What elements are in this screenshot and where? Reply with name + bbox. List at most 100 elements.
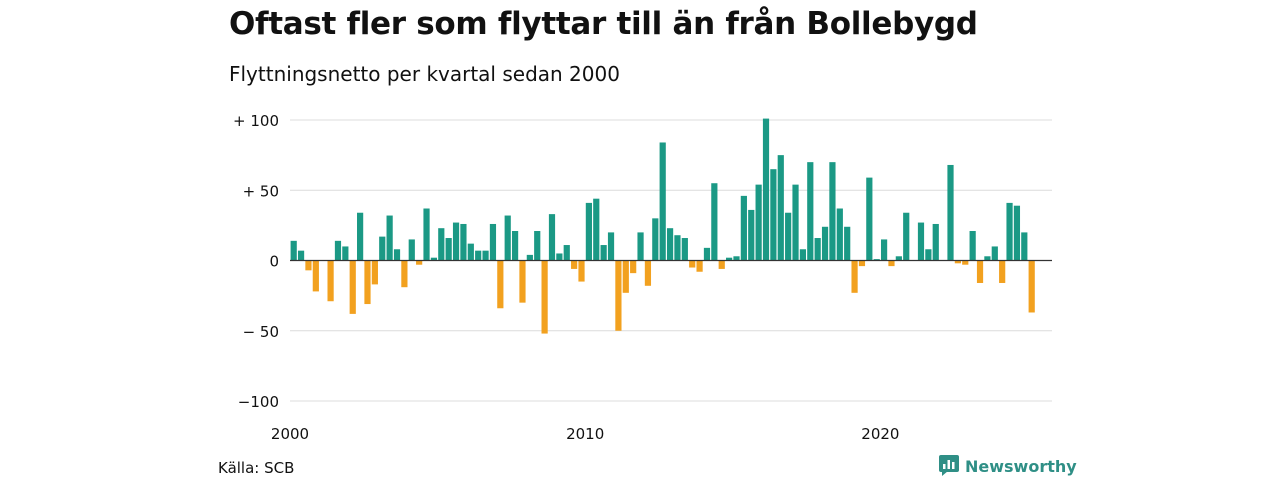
bar bbox=[475, 250, 482, 261]
bar bbox=[726, 257, 733, 261]
x-tick-label: 2020 bbox=[861, 425, 899, 443]
y-tick-label: − 50 bbox=[243, 323, 279, 341]
bar bbox=[659, 142, 666, 261]
bar bbox=[438, 228, 445, 261]
bar bbox=[349, 260, 356, 314]
bar bbox=[932, 223, 939, 261]
bar bbox=[593, 198, 600, 261]
bar bbox=[305, 260, 312, 271]
bar bbox=[467, 243, 474, 261]
bar bbox=[526, 254, 533, 261]
bar bbox=[703, 247, 711, 261]
bar bbox=[393, 249, 401, 261]
bar bbox=[814, 238, 821, 261]
bar bbox=[541, 260, 548, 334]
bar bbox=[571, 260, 578, 269]
chart-title: Oftast fler som flyttar till än från Bol… bbox=[229, 6, 978, 42]
bar bbox=[799, 249, 807, 261]
bar bbox=[504, 215, 511, 261]
y-tick-label: 0 bbox=[269, 253, 279, 271]
bar bbox=[991, 246, 998, 261]
bar bbox=[364, 260, 371, 305]
bar bbox=[770, 169, 777, 261]
bar bbox=[999, 260, 1006, 283]
bar bbox=[371, 260, 378, 285]
bar bbox=[600, 245, 607, 261]
bar bbox=[954, 260, 961, 264]
bar bbox=[807, 162, 814, 261]
bar bbox=[519, 260, 526, 303]
bar bbox=[342, 246, 349, 261]
bar bbox=[947, 164, 954, 261]
y-tick-label: −100 bbox=[238, 393, 279, 411]
bar bbox=[563, 245, 570, 261]
bar bbox=[681, 238, 688, 261]
bar bbox=[1028, 260, 1035, 313]
bar bbox=[423, 208, 430, 261]
bar bbox=[482, 250, 489, 261]
bar bbox=[792, 184, 799, 261]
bar bbox=[445, 238, 452, 261]
x-tick-label: 2010 bbox=[566, 425, 604, 443]
bar bbox=[873, 259, 880, 261]
bar bbox=[851, 260, 858, 293]
bar-chart: + 100 + 50 0 − 50 −100 2000 2010 2020 bbox=[233, 112, 1052, 443]
bar bbox=[785, 212, 792, 261]
bar bbox=[689, 260, 696, 268]
source-note: Källa: SCB bbox=[218, 459, 295, 477]
bar bbox=[534, 231, 541, 261]
bar bbox=[615, 260, 622, 331]
bar bbox=[497, 260, 504, 309]
bar bbox=[327, 260, 334, 302]
bar bbox=[511, 231, 519, 261]
newsworthy-logo-icon bbox=[939, 455, 959, 476]
bar bbox=[460, 223, 467, 261]
bar bbox=[489, 223, 497, 261]
bar bbox=[379, 236, 386, 261]
bar bbox=[844, 226, 851, 261]
bar bbox=[748, 209, 755, 261]
brand-name: Newsworthy bbox=[965, 456, 1077, 476]
bar bbox=[1021, 232, 1028, 261]
newsworthy-brand: Newsworthy bbox=[939, 455, 1077, 477]
bar bbox=[1013, 205, 1021, 261]
bar bbox=[858, 260, 866, 267]
bar bbox=[821, 226, 829, 261]
bar bbox=[903, 212, 910, 261]
bar bbox=[829, 162, 836, 261]
bar bbox=[334, 240, 342, 261]
bar bbox=[740, 195, 747, 261]
bar bbox=[733, 256, 740, 261]
bar bbox=[644, 260, 652, 286]
bar bbox=[578, 260, 585, 282]
bar bbox=[755, 184, 762, 261]
x-tick-label: 2000 bbox=[271, 425, 309, 443]
bar bbox=[408, 239, 415, 261]
bar bbox=[666, 228, 674, 261]
bar bbox=[895, 256, 902, 261]
bar bbox=[836, 208, 843, 261]
bar bbox=[880, 239, 888, 261]
bar bbox=[556, 253, 563, 261]
bar bbox=[585, 202, 592, 261]
gridlines bbox=[290, 119, 1052, 402]
bar bbox=[652, 218, 659, 261]
bar bbox=[777, 155, 784, 261]
bar bbox=[674, 235, 681, 261]
bar bbox=[297, 250, 305, 261]
bars bbox=[290, 118, 1035, 334]
bar bbox=[696, 260, 703, 272]
bar bbox=[607, 232, 615, 261]
bar bbox=[984, 256, 991, 261]
bar bbox=[962, 260, 969, 265]
bar bbox=[637, 232, 644, 261]
y-tick-label: + 50 bbox=[243, 182, 279, 200]
bar bbox=[917, 222, 925, 261]
bar bbox=[622, 260, 629, 293]
bar bbox=[762, 118, 770, 261]
bar bbox=[548, 214, 556, 261]
bar bbox=[452, 222, 460, 261]
bar bbox=[430, 257, 438, 261]
bar bbox=[312, 260, 319, 292]
bar bbox=[888, 260, 895, 267]
